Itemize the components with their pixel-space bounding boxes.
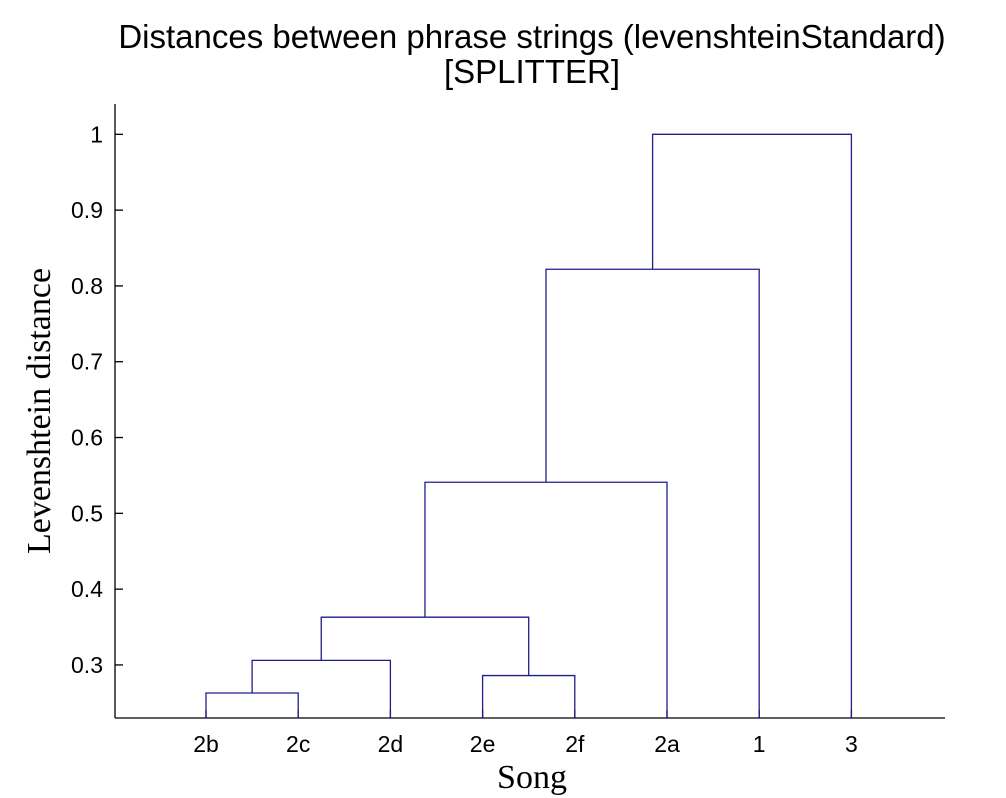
x-ticks: 2b 2c 2d 2e 2f 2a 1 3 <box>193 710 858 757</box>
y-tick-label: 0.3 <box>71 652 103 678</box>
x-tick-label: 1 <box>753 731 766 757</box>
x-tick-label: 2d <box>378 731 404 757</box>
dendrogram-link-3 <box>481 674 576 718</box>
dendrogram-link-4 <box>320 616 530 676</box>
x-tick-label: 2a <box>654 731 680 757</box>
y-tick-label: 0.7 <box>71 349 103 375</box>
axes <box>114 104 945 719</box>
y-tick-label: 0.5 <box>71 500 103 526</box>
y-tick-label: 0.8 <box>71 273 103 299</box>
x-tick-label: 2c <box>286 731 310 757</box>
x-tick-label: 2f <box>565 731 585 757</box>
x-tick-label: 2b <box>193 731 219 757</box>
chart-title: Distances between phrase strings (levens… <box>118 18 945 55</box>
dendrogram-link-2 <box>251 659 392 718</box>
y-axis-label: Levenshtein distance <box>21 268 58 554</box>
x-tick-label: 2e <box>470 731 496 757</box>
dendrogram-link-5 <box>424 481 668 718</box>
y-ticks: 0.3 0.4 0.5 0.6 0.7 0.8 0.9 1 <box>71 121 123 678</box>
y-tick-label: 1 <box>90 121 103 147</box>
y-tick-label: 0.6 <box>71 425 103 451</box>
y-tick-label: 0.4 <box>71 576 103 602</box>
y-tick-label: 0.9 <box>71 197 103 223</box>
dendrogram-links <box>205 133 853 718</box>
chart-subtitle: [SPLITTER] <box>444 53 620 90</box>
dendrogram-link-6 <box>545 268 760 718</box>
x-tick-label: 3 <box>845 731 858 757</box>
dendrogram-link-7 <box>651 133 853 718</box>
dendrogram-link-1 <box>205 692 299 718</box>
x-axis-label: Song <box>497 759 567 796</box>
